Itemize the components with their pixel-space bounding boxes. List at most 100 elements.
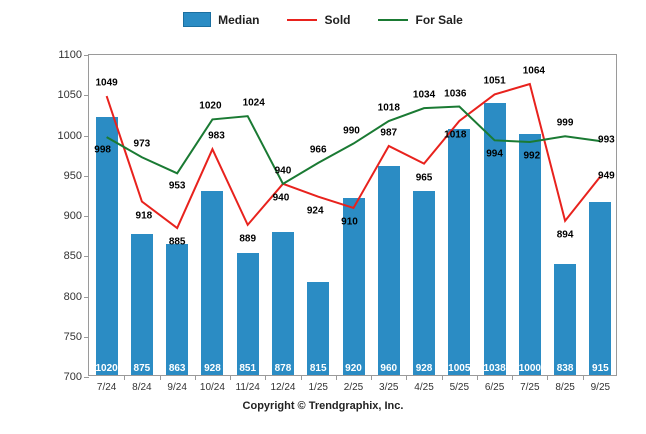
x-tick-label: 12/24 [270, 382, 296, 393]
bar-value-label: 1020 [95, 363, 118, 374]
point-value-label: 992 [523, 150, 541, 162]
x-tick-mark [124, 375, 126, 380]
bar[interactable] [271, 231, 294, 375]
bar-value-label: 875 [133, 363, 151, 374]
point-value-label: 993 [598, 134, 615, 146]
x-tick-mark [230, 375, 232, 380]
y-tick-mark [84, 256, 89, 258]
bar-value-label: 928 [415, 363, 433, 374]
point-value-label: 994 [486, 148, 503, 160]
x-tick-label: 8/24 [132, 382, 152, 393]
x-tick-mark [476, 375, 478, 380]
y-tick-label: 800 [63, 290, 82, 303]
x-tick-mark [335, 375, 337, 380]
y-tick-label: 900 [63, 210, 82, 222]
x-tick-label: 10/24 [199, 382, 225, 393]
point-value-label: 1036 [444, 88, 467, 100]
legend-label: Sold [324, 12, 351, 27]
point-value-label: 940 [274, 165, 292, 177]
x-tick-label: 3/25 [379, 382, 399, 393]
point-value-label: 990 [343, 125, 360, 137]
x-tick-mark [371, 375, 373, 380]
x-tick-label: 4/25 [414, 382, 434, 393]
legend-item-for-sale[interactable]: For Sale [378, 12, 463, 27]
y-tick-mark [84, 55, 89, 56]
y-tick-label: 750 [63, 330, 82, 343]
point-value-label: 1020 [199, 100, 222, 112]
y-tick-mark [84, 296, 89, 298]
bar-value-label: 863 [168, 363, 186, 374]
y-tick-mark [84, 336, 89, 338]
legend-item-median[interactable]: Median [183, 12, 259, 27]
x-tick-label: 9/25 [590, 382, 611, 393]
bar[interactable] [342, 197, 365, 375]
y-tick-label: 1100 [58, 49, 82, 61]
bar[interactable] [448, 129, 471, 375]
x-tick-mark [300, 375, 302, 380]
point-value-label: 1064 [522, 65, 545, 77]
legend-item-sold[interactable]: Sold [287, 13, 350, 27]
point-value-label: 940 [272, 192, 290, 204]
point-value-label: 1051 [483, 75, 506, 87]
point-value-label: 983 [208, 130, 225, 142]
bar[interactable] [483, 102, 506, 375]
x-tick-label: 1/25 [308, 382, 328, 393]
point-value-label: 924 [306, 205, 324, 217]
x-tick-mark [159, 375, 161, 380]
y-tick-mark [84, 135, 89, 137]
point-value-label: 889 [239, 233, 257, 245]
line-sold [105, 82, 602, 230]
point-value-label: 949 [598, 170, 615, 182]
point-value-label: 966 [309, 144, 327, 156]
legend-label: For Sale [415, 12, 463, 27]
y-tick-label: 1050 [57, 89, 82, 102]
x-tick-label: 9/24 [167, 382, 187, 393]
y-tick-mark [84, 377, 89, 378]
x-tick-label: 6/25 [484, 382, 505, 393]
bar-value-label: 928 [204, 363, 221, 374]
x-tick-label: 7/24 [96, 382, 117, 393]
x-tick-label: 11/24 [235, 382, 260, 393]
bar-value-label: 920 [345, 363, 362, 374]
x-tick-mark [512, 375, 514, 380]
bar[interactable] [95, 117, 118, 375]
bar[interactable] [413, 191, 436, 375]
bar-value-label: 960 [380, 363, 398, 374]
bar[interactable] [236, 253, 259, 375]
legend-bar-swatch-icon [183, 12, 212, 27]
bar[interactable] [130, 234, 153, 375]
copyright-notice: Copyright © Trendgraphix, Inc. [242, 400, 404, 412]
point-value-label: 894 [556, 229, 574, 241]
point-value-label: 965 [415, 172, 433, 184]
x-tick-mark [582, 375, 584, 380]
point-value-label: 1034 [412, 89, 436, 101]
y-tick-label: 950 [63, 169, 82, 182]
x-tick-mark [547, 375, 549, 380]
bar-value-label: 878 [274, 363, 292, 374]
bar-value-label: 1005 [448, 363, 471, 374]
point-value-label: 1018 [444, 129, 467, 141]
bar[interactable] [307, 282, 330, 375]
legend-line-swatch-icon [287, 18, 318, 21]
x-tick-mark [406, 375, 408, 380]
bar[interactable] [377, 165, 400, 375]
x-tick-mark [441, 375, 443, 380]
point-value-label: 1049 [95, 77, 118, 89]
legend-label: Median [218, 12, 260, 27]
point-value-label: 998 [94, 144, 111, 156]
bar-value-label: 838 [556, 363, 574, 374]
bar-value-label: 1038 [483, 363, 506, 374]
bar[interactable] [518, 133, 541, 375]
x-tick-label: 7/25 [520, 382, 540, 393]
x-tick-mark [194, 375, 196, 380]
bar[interactable] [554, 263, 577, 375]
bar[interactable] [201, 191, 224, 375]
y-tick-mark [84, 95, 89, 97]
point-value-label: 1024 [242, 97, 265, 109]
x-tick-label: 5/25 [449, 382, 470, 393]
y-tick-mark [84, 216, 89, 217]
bar[interactable] [589, 201, 612, 375]
legend-line-swatch-icon [378, 18, 409, 21]
bar[interactable] [166, 243, 189, 375]
point-value-label: 999 [556, 117, 574, 129]
